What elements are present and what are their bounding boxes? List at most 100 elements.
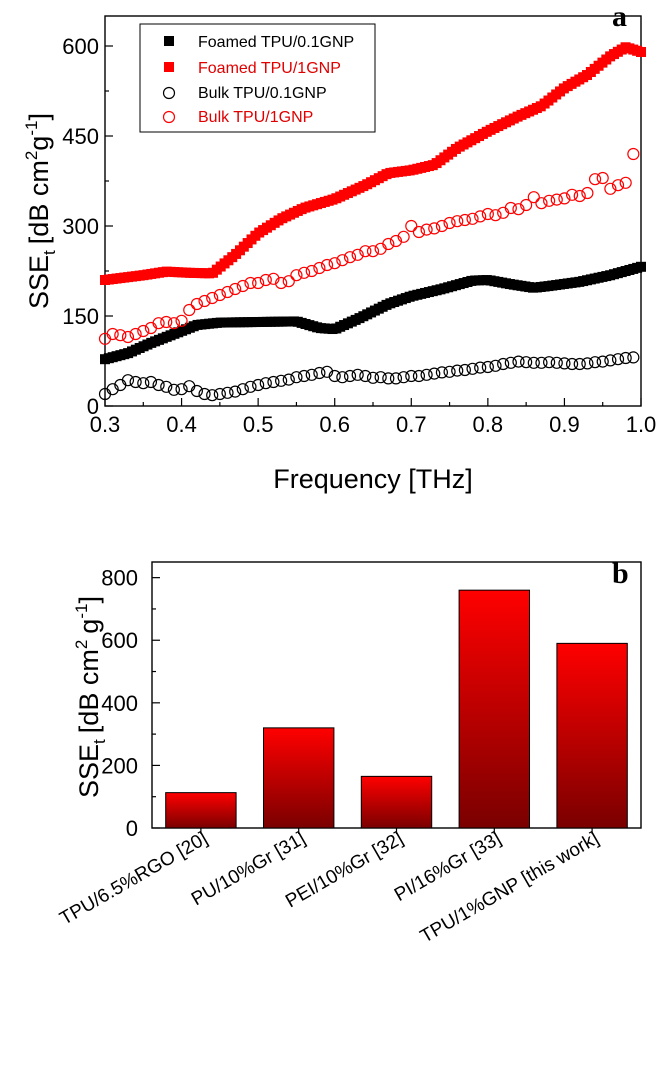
data-point: [305, 368, 318, 381]
data-point: [106, 383, 119, 396]
data-point: [213, 288, 226, 302]
data-point: [543, 356, 556, 369]
data-point: [328, 369, 341, 383]
data-point: [244, 276, 257, 290]
y-label-sup-2: 2: [22, 151, 41, 160]
x-tick-label: 0.5: [243, 412, 274, 437]
data-point: [627, 351, 640, 364]
data-point: [244, 380, 257, 393]
data-point: [550, 193, 563, 206]
data-point: [198, 294, 211, 308]
y-label-sup-minus1: -1: [72, 604, 91, 619]
y-label-sub-t: t: [40, 250, 59, 255]
data-point: [405, 369, 418, 383]
data-point: [435, 219, 449, 233]
data-point: [290, 269, 303, 282]
y-label-sup-2: 2: [72, 640, 91, 649]
data-point: [489, 209, 502, 222]
data-point: [252, 276, 265, 290]
data-point: [420, 223, 433, 236]
category-label: TPU/6.5%RGO [20]: [56, 828, 211, 930]
data-point: [481, 207, 494, 221]
data-point: [129, 375, 142, 389]
data-point: [366, 371, 380, 384]
data-point: [137, 377, 150, 390]
series-1: [100, 42, 646, 285]
data-point: [405, 219, 418, 233]
data-point: [435, 366, 449, 379]
series-0: [100, 261, 646, 365]
y-tick-label: 800: [101, 566, 138, 591]
data-point: [581, 357, 594, 370]
data-point: [229, 282, 242, 296]
legend-box: [139, 23, 376, 133]
data-point: [588, 173, 602, 186]
y-tick-label: 0: [87, 394, 99, 419]
data-point: [397, 230, 410, 243]
data-point: [636, 261, 646, 272]
data-point: [167, 317, 181, 330]
data-point: [443, 365, 456, 378]
x-tick-label: 1.0: [626, 412, 656, 437]
panel-a-legend: Foamed TPU/0.1GNP Foamed TPU/1GNP Bulk T…: [139, 23, 376, 133]
data-point: [359, 369, 372, 383]
x-tick-label: 0.4: [166, 412, 197, 437]
data-point: [451, 215, 464, 228]
y-tick-label: 300: [62, 214, 99, 239]
data-point: [121, 374, 135, 387]
data-point: [389, 234, 403, 248]
data-point: [389, 372, 403, 385]
data-point: [489, 359, 502, 372]
data-point: [175, 383, 188, 396]
panel-b-letter: b: [612, 557, 629, 590]
data-point: [275, 276, 288, 290]
data-point: [443, 216, 456, 230]
x-tick-label: 0.8: [473, 412, 504, 437]
data-point: [259, 273, 272, 287]
data-point: [550, 356, 563, 369]
data-point: [636, 47, 646, 57]
data-point: [520, 356, 533, 369]
panel-b-y-axis: 0 200 400 600 800: [101, 566, 160, 841]
panel-b-x-axis: TPU/6.5%RGO [20]PU/10%Gr [31]PEI/10%Gr […: [56, 828, 603, 948]
data-point: [619, 351, 632, 365]
y-label-unit: [dB cm: [74, 649, 104, 733]
data-point: [121, 330, 135, 344]
data-point: [190, 384, 203, 398]
panel-a-x-axis: 0.3 0.4 0.5 0.6 0.7 0.8 0.9 1.0: [90, 398, 656, 437]
y-tick-label: 200: [101, 753, 138, 778]
data-point: [604, 182, 617, 195]
y-label-sse: SSE: [24, 255, 54, 309]
data-point: [619, 176, 632, 189]
data-point: [543, 194, 556, 207]
data-point: [520, 198, 533, 212]
data-point: [152, 317, 165, 330]
data-point: [458, 213, 471, 227]
data-point: [160, 380, 173, 393]
data-point: [267, 375, 280, 389]
data-point: [397, 371, 410, 384]
x-tick-label: 0.6: [319, 412, 350, 437]
y-tick-label: 150: [62, 304, 99, 329]
data-point: [512, 355, 525, 368]
data-point: [144, 375, 158, 389]
legend-label-bulk-1gnp: Bulk TPU/1GNP: [198, 109, 313, 126]
data-point: [351, 248, 364, 261]
y-tick-label: 0: [126, 816, 138, 841]
data-point: [581, 186, 594, 200]
data-point: [573, 357, 586, 371]
data-point: [359, 245, 372, 258]
y-label-g: g: [24, 136, 54, 151]
data-point: [604, 354, 617, 367]
y-tick-label: 450: [62, 124, 99, 149]
bar: [165, 792, 237, 829]
data-point: [320, 365, 334, 378]
data-point: [474, 361, 487, 374]
bar: [556, 642, 628, 829]
data-point: [497, 357, 510, 371]
data-point: [114, 329, 127, 342]
data-point: [374, 242, 387, 255]
data-point: [236, 279, 249, 293]
data-point: [596, 355, 609, 368]
legend-marker-bulk-1gnp: [162, 110, 176, 124]
